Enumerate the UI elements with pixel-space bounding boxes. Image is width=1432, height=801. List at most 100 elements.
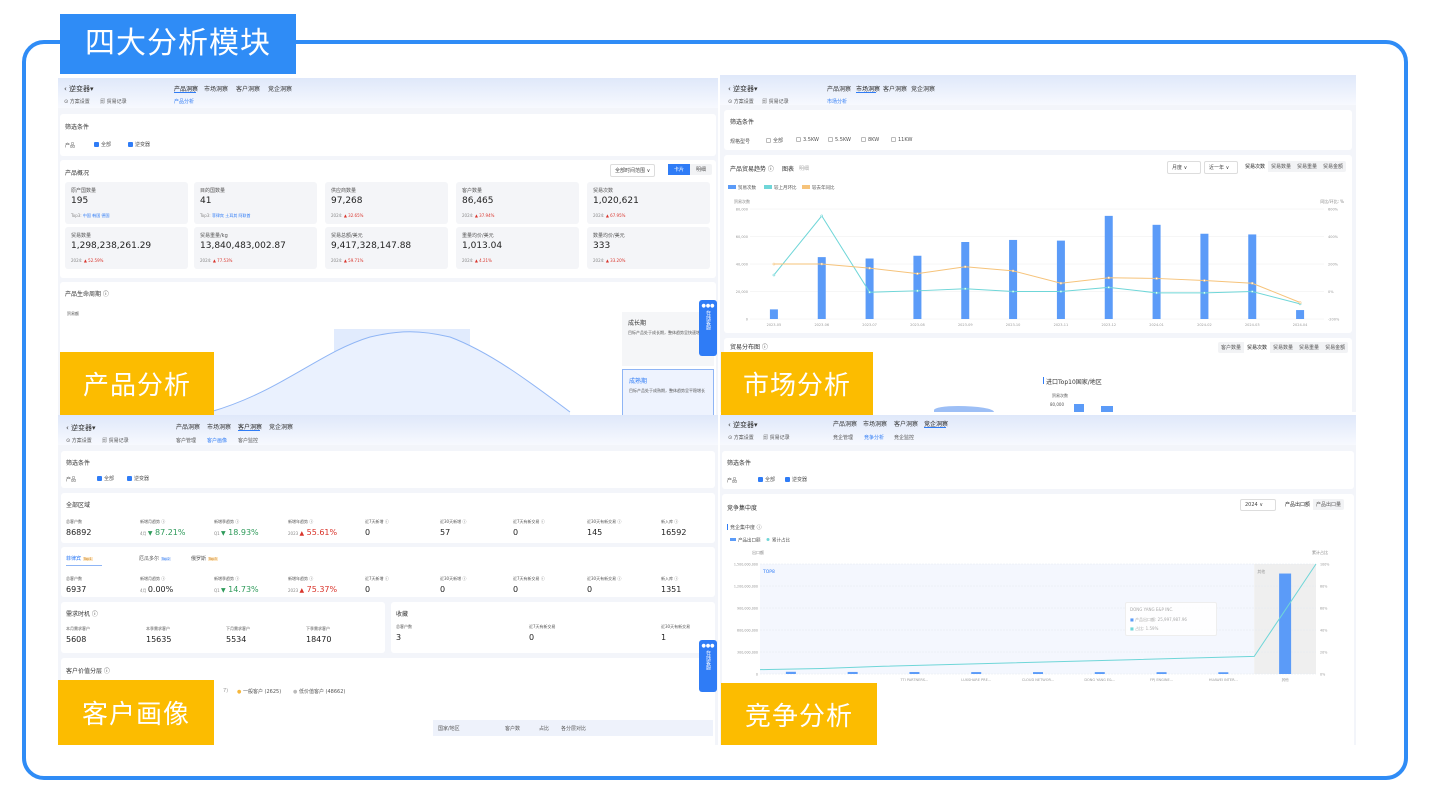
subtab-product-analysis[interactable]: 产品分析: [174, 99, 195, 105]
country-table-header: [433, 720, 713, 736]
dist-metric-weight[interactable]: 贸易重量: [1299, 345, 1320, 351]
checkbox-icon[interactable]: [766, 138, 771, 143]
scheme-settings-link[interactable]: ⊙ 方案设置: [66, 438, 92, 444]
subtab-competitor-management[interactable]: 竞企管理: [833, 435, 854, 441]
trade-records-link[interactable]: 🗐 贸易记录: [102, 438, 129, 444]
chart-view-tab[interactable]: 图表: [782, 166, 795, 173]
card-view-button[interactable]: 卡片: [668, 164, 691, 175]
line-point: [1250, 290, 1254, 293]
checkbox-icon[interactable]: [861, 137, 866, 142]
top3-list[interactable]: 菲律宾 土耳其 阿联酋: [211, 213, 251, 218]
stat-note: 2024: ▲ 67.95%: [593, 213, 626, 218]
tab-competitor-insight[interactable]: 竞企洞察: [268, 86, 293, 93]
tab-competitor-insight[interactable]: 竞企洞察: [269, 424, 294, 431]
tab-competitor-insight[interactable]: 竞企洞察: [924, 421, 949, 428]
tab-market-insight[interactable]: 市场洞察: [207, 424, 232, 431]
y-tick: 0: [746, 318, 748, 322]
tab-market-insight[interactable]: 市场洞察: [856, 86, 881, 93]
stage-mature[interactable]: 成熟期 目标产品处于成熟期，整体趋势呈平稳增长: [622, 369, 714, 415]
legend-low-value-customers[interactable]: ● 低价值客户 (48662): [293, 689, 346, 695]
spec-checkbox[interactable]: 8KW: [861, 137, 879, 143]
checkbox-icon[interactable]: [828, 137, 833, 142]
tab-customer-insight[interactable]: 客户洞察: [894, 421, 919, 428]
product-selector[interactable]: ‹ 逆变器▾: [66, 424, 96, 432]
subtab-customer-management[interactable]: 客户管理: [176, 438, 197, 444]
trade-records-link[interactable]: 🗐 贸易记录: [763, 435, 790, 441]
spec-checkbox[interactable]: 11KW: [891, 137, 912, 143]
dist-metric-quantity[interactable]: 贸易数量: [1273, 345, 1294, 351]
scheme-settings-link[interactable]: ⊙ 方案设置: [728, 99, 754, 105]
subtab-customer-portrait[interactable]: 客户画像: [207, 438, 228, 444]
tab-product-insight[interactable]: 产品洞察: [176, 424, 201, 431]
product-selector[interactable]: ‹ 逆变器▾: [728, 85, 758, 93]
stat-change: 59.71%: [348, 258, 364, 263]
region-tab[interactable]: 厄瓜多尔 Top2: [139, 556, 171, 562]
checkbox-inverter[interactable]: 逆变器: [128, 141, 150, 148]
metric-export-value[interactable]: 产品出口额: [1282, 499, 1314, 510]
checkbox-all[interactable]: 全部: [94, 141, 111, 148]
tab-customer-insight[interactable]: 客户洞察: [236, 86, 261, 93]
tab-competitor-insight[interactable]: 竞企洞察: [911, 86, 936, 93]
legend-general-customers[interactable]: ● 一般客户 (2625): [237, 689, 282, 695]
line-point: [1011, 269, 1015, 273]
detail-view-tab[interactable]: 明细: [799, 166, 810, 172]
online-service-button[interactable]: ●●● 在线客服: [699, 300, 717, 356]
top3-list[interactable]: 中国 韩国 德国: [82, 213, 110, 218]
subtab-competition-analysis[interactable]: 竞争分析: [864, 435, 885, 441]
checkbox-icon[interactable]: [891, 137, 896, 142]
tab-market-insight[interactable]: 市场洞察: [863, 421, 888, 428]
product-selector[interactable]: ‹ 逆变器▾: [64, 84, 94, 94]
spec-checkbox[interactable]: 5.5KW: [828, 137, 851, 143]
range-select[interactable]: 近一年 ∨: [1204, 161, 1238, 174]
region-tab[interactable]: 俄罗斯 Top3: [191, 556, 218, 562]
checkbox-inverter[interactable]: 逆变器: [127, 475, 149, 482]
year-select[interactable]: 2024 ∨: [1240, 499, 1276, 511]
tab-customer-insight[interactable]: 客户洞察: [238, 424, 263, 431]
arrow-up-icon: ▲: [343, 258, 349, 263]
metric-export-volume[interactable]: 产品出口量: [1316, 502, 1342, 508]
dist-metric-customers[interactable]: 客户数量: [1221, 345, 1242, 351]
bar: [1152, 224, 1161, 319]
subtab-competitor-monitor[interactable]: 竞企监控: [894, 435, 915, 441]
chevron-left-icon[interactable]: ‹: [64, 85, 70, 93]
tab-product-insight[interactable]: 产品洞察: [827, 86, 852, 93]
metric-trade-quantity[interactable]: 贸易数量: [1271, 164, 1292, 170]
stat-value: 9,417,328,147.88: [331, 241, 412, 251]
stat-card: 贸易重量/kg 13,840,483,002.87 2024: ▲ 77.53%: [194, 227, 317, 269]
trade-records-link[interactable]: 🗐 贸易记录: [762, 99, 789, 105]
time-range-select[interactable]: 全部时间范围 ∨: [610, 164, 656, 177]
tab-customer-insight[interactable]: 客户洞察: [883, 86, 908, 93]
region-tab[interactable]: 菲律宾 Top1: [66, 556, 93, 562]
scheme-settings-link[interactable]: ⊙ 方案设置: [64, 99, 90, 105]
dist-metric-trade-count[interactable]: 贸易次数: [1244, 342, 1271, 353]
metric-trade-amount[interactable]: 贸易金额: [1323, 164, 1344, 170]
online-service-button[interactable]: ●●● 在线客服: [699, 640, 717, 692]
detail-view-button[interactable]: 明细: [696, 167, 707, 173]
y-tick: 60,000: [736, 235, 748, 239]
checkbox-all[interactable]: 全部: [758, 476, 775, 483]
metric-trade-weight[interactable]: 贸易重量: [1297, 164, 1318, 170]
line-point: [820, 214, 824, 218]
scheme-settings-link[interactable]: ⊙ 方案设置: [728, 435, 754, 441]
period-select[interactable]: 月度 ∨: [1167, 161, 1201, 174]
distribution-title: 贸易分布图 ⓘ: [730, 344, 768, 351]
line-point: [1298, 301, 1302, 304]
spec-checkbox[interactable]: 全部: [766, 137, 783, 144]
tab-market-insight[interactable]: 市场洞察: [204, 86, 229, 93]
metric-trade-count[interactable]: 贸易次数: [1242, 161, 1269, 172]
product-selector[interactable]: ‹ 逆变器▾: [728, 421, 758, 429]
checkbox-icon[interactable]: [796, 137, 801, 142]
dist-metric-amount[interactable]: 贸易金额: [1325, 345, 1346, 351]
spec-checkbox[interactable]: 3.5KW: [796, 137, 819, 143]
checkbox-all[interactable]: 全部: [97, 475, 114, 482]
checkbox-inverter[interactable]: 逆变器: [785, 476, 807, 483]
tab-product-insight[interactable]: 产品洞察: [833, 421, 858, 428]
subtab-customer-monitor[interactable]: 客户监控: [238, 438, 259, 444]
subtab-market-analysis[interactable]: 市场分析: [827, 99, 848, 105]
trade-records-link[interactable]: 🗐 贸易记录: [100, 99, 127, 105]
tab-product-insight[interactable]: 产品洞察: [174, 86, 199, 93]
trend-card: 产品贸易趋势 ⓘ 图表 明细 月度 ∨ 近一年 ∨ 贸易次数 贸易数量 贸易重量…: [724, 155, 1352, 333]
stage-growth[interactable]: 成长期 目标产品处于成长期，整体趋势呈快速增长: [622, 312, 714, 366]
col-share: 占比: [539, 726, 550, 732]
legend-item[interactable]: 7): [223, 688, 229, 694]
